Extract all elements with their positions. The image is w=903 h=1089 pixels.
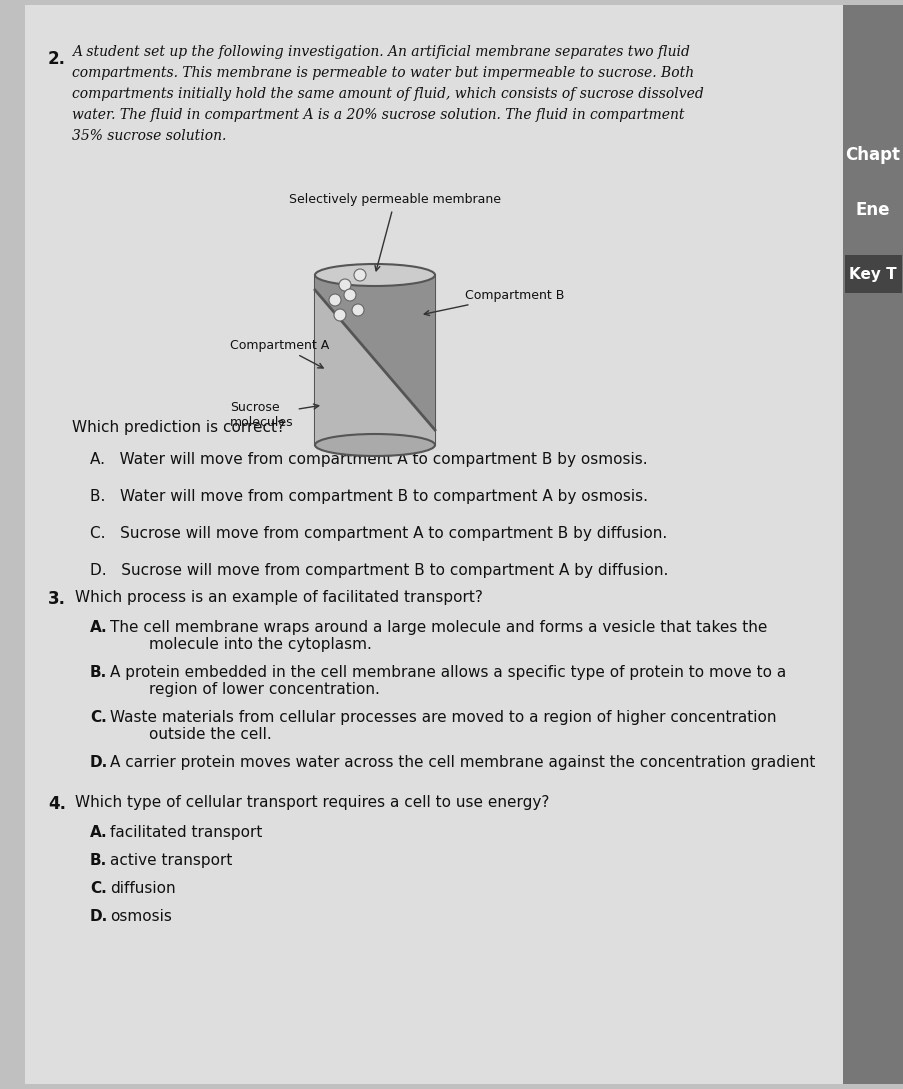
Ellipse shape	[314, 435, 434, 456]
Text: active transport: active transport	[110, 853, 232, 868]
Text: compartments initially hold the same amount of fluid, which consists of sucrose : compartments initially hold the same amo…	[72, 87, 703, 101]
Polygon shape	[314, 276, 434, 430]
Text: Compartment B: Compartment B	[424, 289, 563, 316]
Text: Compartment A: Compartment A	[229, 339, 329, 368]
Text: osmosis: osmosis	[110, 909, 172, 923]
Text: C.: C.	[90, 710, 107, 725]
Text: diffusion: diffusion	[110, 881, 175, 896]
Bar	[842, 5, 903, 1084]
Text: A.: A.	[90, 620, 107, 635]
Text: The cell membrane wraps around a large molecule and forms a vesicle that takes t: The cell membrane wraps around a large m…	[110, 620, 767, 652]
Circle shape	[333, 309, 346, 321]
Text: B.   Water will move from compartment B to compartment A by osmosis.: B. Water will move from compartment B to…	[90, 489, 647, 504]
Text: 35% sucrose solution.: 35% sucrose solution.	[72, 129, 226, 143]
Text: D.   Sucrose will move from compartment B to compartment A by diffusion.: D. Sucrose will move from compartment B …	[90, 563, 667, 578]
Text: A.: A.	[90, 825, 107, 840]
Text: compartments. This membrane is permeable to water but impermeable to sucrose. Bo: compartments. This membrane is permeable…	[72, 66, 694, 79]
Text: Selectively permeable membrane: Selectively permeable membrane	[289, 194, 500, 271]
Text: Which process is an example of facilitated transport?: Which process is an example of facilitat…	[75, 590, 482, 605]
Text: 3.: 3.	[48, 590, 66, 608]
Text: 2.: 2.	[48, 50, 66, 68]
Circle shape	[329, 294, 340, 306]
Text: A protein embedded in the cell membrane allows a specific type of protein to mov: A protein embedded in the cell membrane …	[110, 665, 786, 697]
Text: water. The fluid in compartment A is a 20% sucrose solution. The fluid in compar: water. The fluid in compartment A is a 2…	[72, 108, 684, 122]
Text: Key T: Key T	[848, 268, 896, 282]
Bar	[314, 276, 434, 445]
Text: Ene: Ene	[855, 201, 889, 219]
Text: A student set up the following investigation. An artificial membrane separates t: A student set up the following investiga…	[72, 45, 689, 59]
Text: Sucrose
molecules: Sucrose molecules	[229, 401, 319, 429]
Text: Which prediction is correct?: Which prediction is correct?	[72, 420, 284, 435]
Circle shape	[354, 269, 366, 281]
Polygon shape	[314, 290, 434, 445]
Text: C.   Sucrose will move from compartment A to compartment B by diffusion.: C. Sucrose will move from compartment A …	[90, 526, 666, 541]
Text: A.   Water will move from compartment A to compartment B by osmosis.: A. Water will move from compartment A to…	[90, 452, 647, 467]
Text: 4.: 4.	[48, 795, 66, 813]
Bar	[844, 255, 901, 293]
Text: Which type of cellular transport requires a cell to use energy?: Which type of cellular transport require…	[75, 795, 549, 810]
Circle shape	[339, 279, 350, 291]
Text: Chapt: Chapt	[844, 146, 899, 164]
Text: B.: B.	[90, 665, 107, 680]
Ellipse shape	[314, 264, 434, 286]
Text: D.: D.	[90, 755, 108, 770]
Text: facilitated transport: facilitated transport	[110, 825, 262, 840]
Text: D.: D.	[90, 909, 108, 923]
Text: A carrier protein moves water across the cell membrane against the concentration: A carrier protein moves water across the…	[110, 755, 815, 770]
Text: C.: C.	[90, 881, 107, 896]
Circle shape	[351, 304, 364, 316]
Text: B.: B.	[90, 853, 107, 868]
Text: Waste materials from cellular processes are moved to a region of higher concentr: Waste materials from cellular processes …	[110, 710, 776, 743]
Circle shape	[344, 289, 356, 301]
